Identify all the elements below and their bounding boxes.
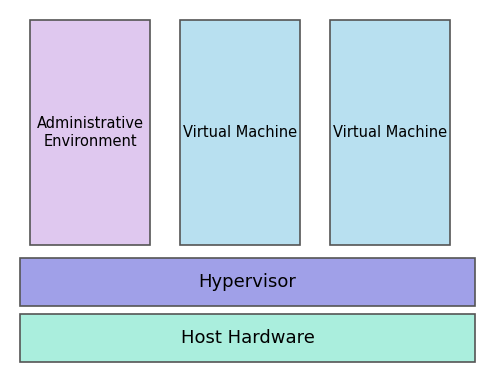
Bar bbox=[30, 20, 150, 245]
Bar bbox=[20, 314, 475, 362]
Bar bbox=[20, 258, 475, 306]
Bar bbox=[180, 20, 300, 245]
Text: Virtual Machine: Virtual Machine bbox=[333, 125, 447, 140]
Bar bbox=[330, 20, 450, 245]
Text: Administrative
Environment: Administrative Environment bbox=[36, 116, 144, 149]
Text: Host Hardware: Host Hardware bbox=[180, 329, 314, 347]
Text: Hypervisor: Hypervisor bbox=[198, 273, 296, 291]
Text: Virtual Machine: Virtual Machine bbox=[183, 125, 297, 140]
